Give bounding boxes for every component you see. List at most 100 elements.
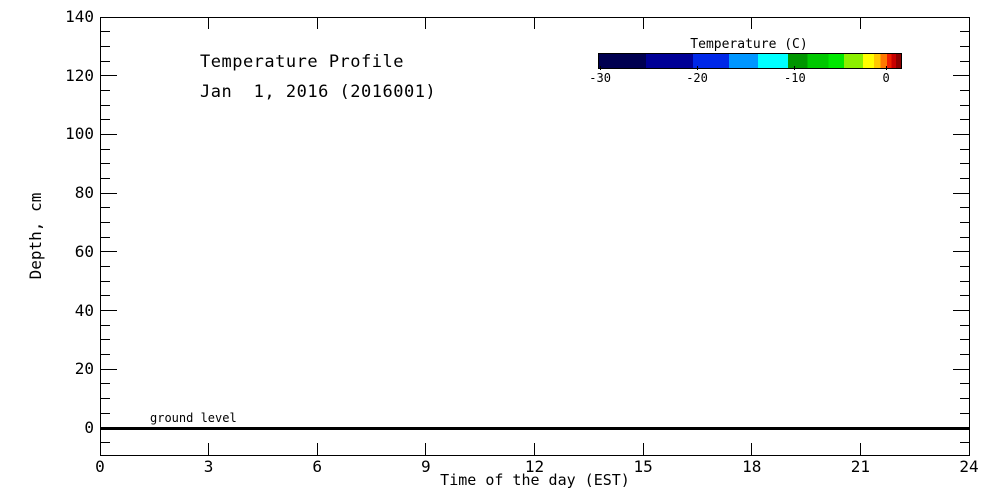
x-tick-label: 24 bbox=[959, 457, 979, 476]
y-tick-label: 120 bbox=[65, 65, 94, 85]
y-minor-tick-left bbox=[101, 148, 110, 150]
colorbar-tick bbox=[794, 66, 796, 70]
y-minor-tick-right bbox=[960, 383, 969, 385]
y-minor-tick-left bbox=[101, 266, 110, 268]
x-tick-bottom bbox=[534, 443, 535, 455]
y-minor-tick-left bbox=[101, 442, 110, 444]
y-minor-tick-left bbox=[101, 60, 110, 62]
y-tick-label: 0 bbox=[84, 417, 94, 437]
plot-area bbox=[100, 17, 970, 456]
x-tick-label: 9 bbox=[421, 457, 431, 476]
x-tick-top bbox=[859, 18, 861, 29]
y-minor-tick-left bbox=[101, 45, 110, 47]
colorbar-title: Temperature (C) bbox=[690, 37, 808, 52]
x-tick-label: 3 bbox=[203, 457, 214, 476]
x-tick-label: 0 bbox=[95, 457, 105, 476]
y-minor-tick-left bbox=[101, 412, 110, 414]
y-tick-right bbox=[953, 427, 969, 429]
chart-title: Temperature Profile bbox=[200, 52, 404, 72]
x-tick-label: 21 bbox=[850, 457, 870, 476]
y-minor-tick-left bbox=[101, 207, 110, 209]
x-tick-bottom bbox=[859, 443, 861, 455]
y-minor-tick-right bbox=[960, 412, 969, 414]
y-tick-left bbox=[101, 427, 117, 429]
y-minor-tick-left bbox=[101, 104, 110, 106]
colorbar-tick bbox=[599, 66, 601, 70]
y-tick-right bbox=[953, 251, 969, 253]
y-minor-tick-right bbox=[960, 89, 969, 91]
y-tick-left bbox=[101, 251, 117, 253]
y-tick-left bbox=[101, 16, 117, 18]
colorbar-tick-label: -10 bbox=[784, 71, 806, 85]
chart-subtitle: Jan 1, 2016 (2016001) bbox=[200, 82, 437, 102]
colorbar-tick-label: -20 bbox=[686, 71, 708, 85]
colorbar-tick bbox=[885, 66, 887, 70]
y-minor-tick-left bbox=[101, 177, 110, 179]
x-tick-top bbox=[316, 18, 318, 29]
x-tick-bottom bbox=[751, 443, 753, 455]
y-minor-tick-right bbox=[960, 266, 969, 268]
y-minor-tick-right bbox=[960, 280, 969, 282]
y-minor-tick-right bbox=[960, 442, 969, 444]
x-tick-label: 15 bbox=[633, 457, 653, 476]
y-minor-tick-right bbox=[960, 148, 969, 150]
ground-level-line bbox=[100, 427, 969, 430]
y-minor-tick-right bbox=[960, 324, 969, 326]
y-tick-label: 80 bbox=[74, 183, 94, 203]
y-minor-tick-left bbox=[101, 236, 110, 238]
x-tick-top bbox=[642, 18, 644, 29]
y-minor-tick-left bbox=[101, 163, 110, 165]
ground-level-label: ground level bbox=[150, 411, 237, 425]
y-minor-tick-left bbox=[101, 89, 110, 91]
y-tick-label: 140 bbox=[65, 7, 94, 26]
y-minor-tick-left bbox=[101, 31, 110, 33]
y-tick-right bbox=[953, 368, 969, 370]
y-tick-left bbox=[101, 133, 117, 135]
y-tick-right bbox=[953, 310, 969, 312]
y-minor-tick-left bbox=[101, 339, 110, 341]
x-tick-label: 12 bbox=[524, 457, 545, 476]
y-tick-label: 20 bbox=[74, 359, 94, 379]
y-minor-tick-right bbox=[960, 339, 969, 341]
x-tick-top bbox=[208, 18, 210, 29]
x-tick-top bbox=[751, 18, 753, 29]
y-minor-tick-left bbox=[101, 383, 110, 385]
y-tick-right bbox=[953, 133, 969, 135]
x-tick-label: 18 bbox=[742, 457, 762, 476]
y-minor-tick-right bbox=[960, 45, 969, 47]
y-minor-tick-left bbox=[101, 324, 110, 326]
y-tick-right bbox=[953, 16, 969, 18]
x-tick-bottom bbox=[425, 443, 427, 455]
y-minor-tick-left bbox=[101, 221, 110, 223]
x-tick-top bbox=[534, 18, 535, 29]
y-tick-left bbox=[101, 75, 117, 77]
y-tick-left bbox=[101, 192, 117, 194]
y-minor-tick-right bbox=[960, 398, 969, 400]
y-tick-label: 40 bbox=[74, 300, 94, 320]
x-tick-top bbox=[425, 18, 427, 29]
y-minor-tick-left bbox=[101, 280, 110, 282]
y-minor-tick-left bbox=[101, 295, 110, 297]
colorbar-tick bbox=[696, 66, 698, 70]
y-minor-tick-right bbox=[960, 354, 969, 356]
y-minor-tick-right bbox=[960, 207, 969, 209]
y-tick-label: 60 bbox=[74, 241, 94, 261]
y-tick-left bbox=[101, 368, 117, 370]
y-minor-tick-right bbox=[960, 31, 969, 33]
colorbar-tick-label: -30 bbox=[589, 71, 611, 85]
y-minor-tick-right bbox=[960, 60, 969, 62]
y-tick-label: 100 bbox=[65, 124, 94, 144]
colorbar bbox=[598, 53, 902, 69]
y-tick-left bbox=[101, 310, 117, 312]
y-minor-tick-right bbox=[960, 177, 969, 179]
x-axis-title: Time of the day (EST) bbox=[440, 471, 630, 489]
x-tick-bottom bbox=[316, 443, 318, 455]
y-minor-tick-right bbox=[960, 163, 969, 165]
colorbar-tick-label: 0 bbox=[882, 71, 890, 85]
y-minor-tick-left bbox=[101, 119, 110, 121]
y-minor-tick-right bbox=[960, 119, 969, 121]
y-minor-tick-left bbox=[101, 398, 110, 400]
x-tick-bottom bbox=[208, 443, 210, 455]
